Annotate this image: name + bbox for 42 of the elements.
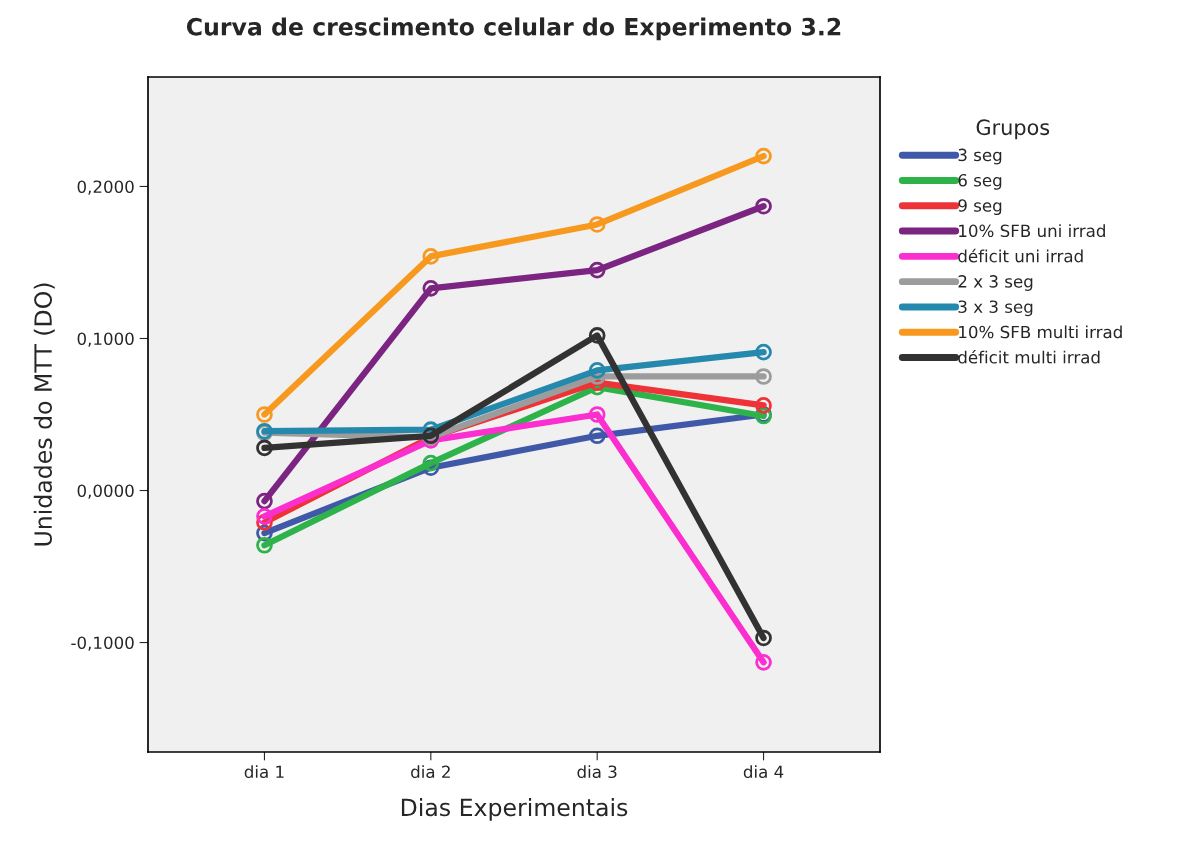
y-tick-label: 0,0000 xyxy=(77,484,134,499)
point xyxy=(588,406,606,423)
point xyxy=(755,147,772,165)
point xyxy=(755,397,772,414)
legend-title: Grupos xyxy=(976,119,1050,140)
y-tick-label: 0,2000 xyxy=(77,180,134,195)
point xyxy=(755,629,772,647)
y-tick-label: -0,1000 xyxy=(71,636,134,651)
point xyxy=(588,427,606,445)
x-tick-label: dia 1 xyxy=(244,765,284,779)
legend-label: 2 x 3 seg xyxy=(958,275,1033,291)
legend-label: déficit uni irrad xyxy=(958,248,1083,263)
x-tick-label: dia 4 xyxy=(743,765,784,779)
x-tick-label: dia 3 xyxy=(577,765,617,779)
point xyxy=(422,279,440,297)
x-axis-title: Dias Experimentais xyxy=(401,797,628,821)
legend-label: déficit multi irrad xyxy=(958,350,1100,364)
point xyxy=(755,343,772,361)
point xyxy=(256,439,273,457)
point xyxy=(755,368,772,385)
x-tick-label: dia 2 xyxy=(411,765,450,779)
legend-label: 6 seg xyxy=(958,173,1002,190)
y-axis-title: Unidades do MTT (DO) xyxy=(33,283,55,546)
legend-label: 9 seg xyxy=(958,199,1002,216)
point xyxy=(755,197,772,215)
legend-label: 10% SFB multi irrad xyxy=(959,325,1122,339)
legend-label: 3 seg xyxy=(958,148,1002,165)
point xyxy=(588,362,606,379)
point xyxy=(588,327,606,344)
legend-label: 3 x 3 seg xyxy=(958,300,1033,317)
chart-title: Curva de crescimento celular do Experimento 3.2 xyxy=(186,17,841,41)
legend-label: 10% SFB uni irrad xyxy=(959,224,1105,238)
point xyxy=(588,216,606,233)
y-tick-label: 0,1000 xyxy=(77,332,134,347)
point xyxy=(588,261,606,279)
point xyxy=(256,406,273,423)
point xyxy=(256,508,273,525)
point xyxy=(422,248,440,265)
point xyxy=(422,454,440,472)
point xyxy=(256,492,273,510)
point xyxy=(256,536,273,554)
point xyxy=(755,653,772,671)
